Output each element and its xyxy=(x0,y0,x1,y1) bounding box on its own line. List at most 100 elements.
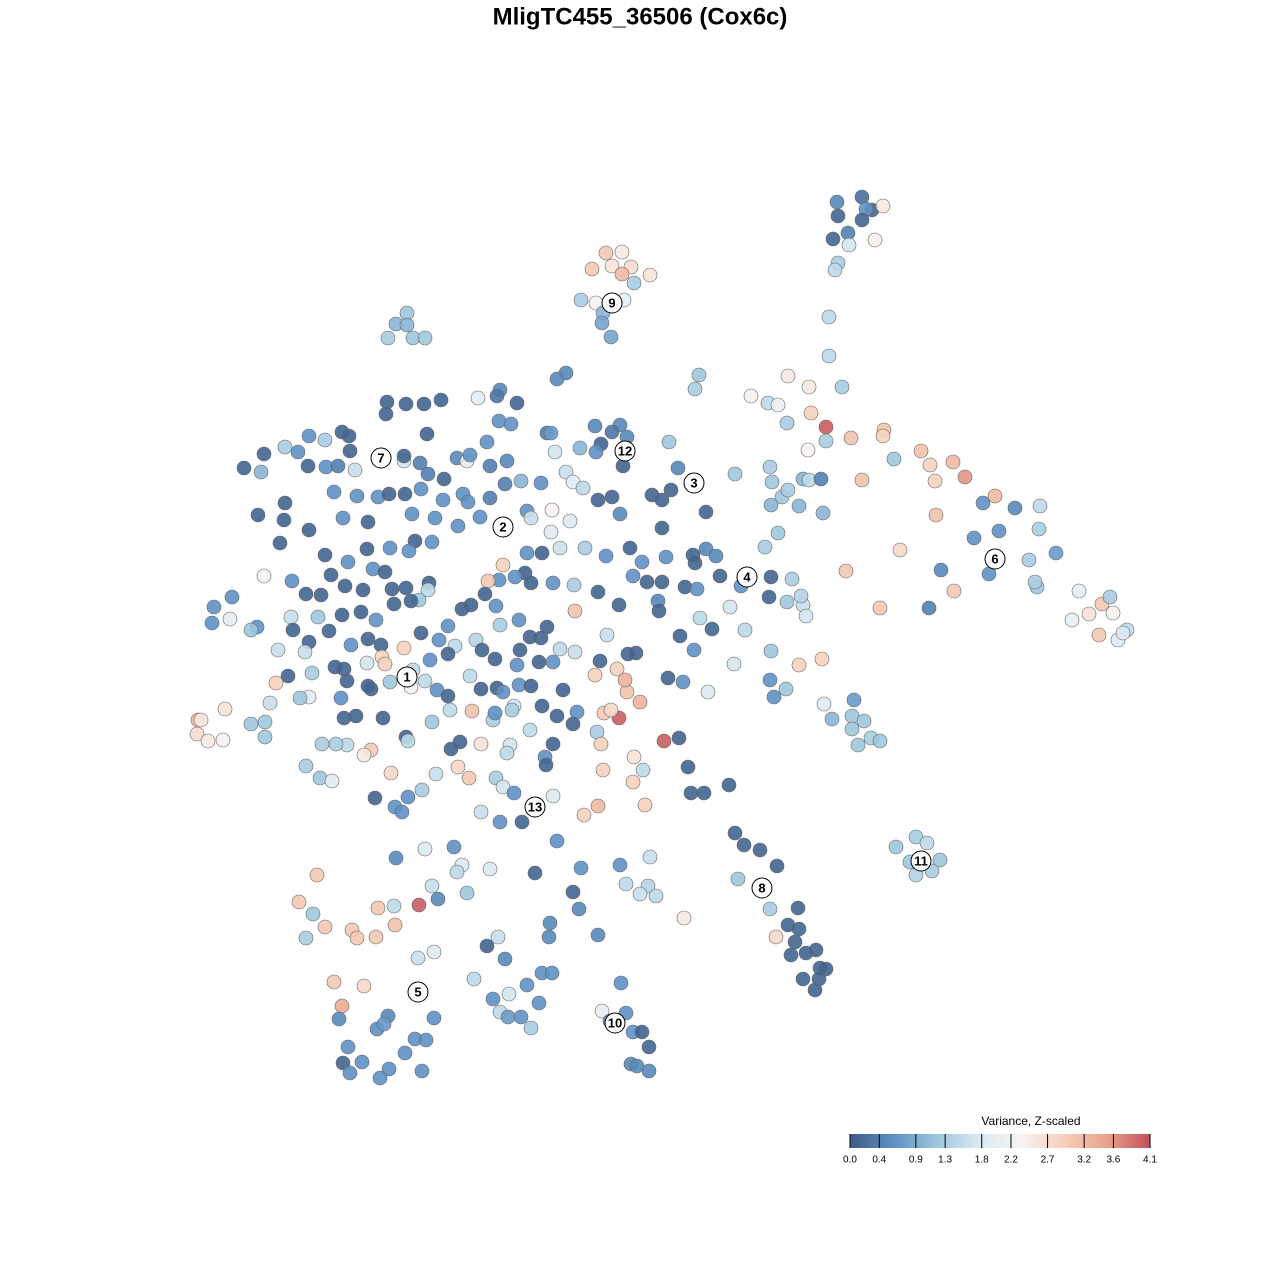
point xyxy=(534,698,550,714)
point xyxy=(497,951,513,967)
point xyxy=(609,661,625,677)
point xyxy=(331,1011,347,1027)
point xyxy=(872,733,888,749)
point xyxy=(641,1063,657,1079)
point xyxy=(473,804,489,820)
point xyxy=(534,545,550,561)
point xyxy=(1031,521,1047,537)
point xyxy=(414,1063,430,1079)
point xyxy=(284,573,300,589)
point xyxy=(808,942,824,958)
point xyxy=(604,258,620,274)
point xyxy=(419,426,435,442)
point xyxy=(354,1054,370,1070)
point xyxy=(676,910,692,926)
point xyxy=(459,885,475,901)
point xyxy=(449,864,465,880)
colorbar-tick-label: 1.3 xyxy=(938,1155,952,1166)
point xyxy=(1091,627,1107,643)
point xyxy=(558,464,574,480)
point xyxy=(642,267,658,283)
point xyxy=(531,654,547,670)
point xyxy=(945,454,961,470)
point xyxy=(818,419,834,435)
point xyxy=(356,747,372,763)
point xyxy=(193,712,209,728)
point xyxy=(473,681,489,697)
point xyxy=(499,453,515,469)
point xyxy=(539,619,555,635)
point xyxy=(417,330,433,346)
point xyxy=(854,472,870,488)
point xyxy=(829,194,845,210)
point xyxy=(708,548,724,564)
point xyxy=(442,702,458,718)
point xyxy=(519,545,535,561)
cluster-label-text: 13 xyxy=(528,799,542,814)
point xyxy=(617,672,633,688)
point xyxy=(892,542,908,558)
point xyxy=(813,471,829,487)
point xyxy=(599,627,615,643)
point xyxy=(340,554,356,570)
point xyxy=(838,563,854,579)
point xyxy=(339,673,355,689)
point xyxy=(440,646,456,662)
point xyxy=(330,458,346,474)
point xyxy=(507,569,523,585)
point xyxy=(417,673,433,689)
point xyxy=(292,690,308,706)
point xyxy=(310,609,326,625)
point xyxy=(588,444,604,460)
point xyxy=(336,661,352,677)
point xyxy=(356,978,372,994)
cluster-badge xyxy=(683,472,705,494)
point xyxy=(966,530,982,546)
point xyxy=(378,406,394,422)
colorbar-tick-label: 3.6 xyxy=(1106,1155,1120,1166)
point xyxy=(372,1070,388,1086)
colorbar-tick-label: 2.2 xyxy=(1004,1155,1018,1166)
point xyxy=(543,425,559,441)
point xyxy=(815,505,831,521)
point xyxy=(763,643,779,659)
point xyxy=(403,593,419,609)
point xyxy=(598,245,614,261)
point xyxy=(730,871,746,887)
point xyxy=(321,623,337,639)
point xyxy=(313,587,329,603)
point xyxy=(397,486,413,502)
point xyxy=(256,446,272,462)
point xyxy=(567,644,583,660)
point xyxy=(384,581,400,597)
point xyxy=(692,610,708,626)
point xyxy=(473,736,489,752)
point xyxy=(872,600,888,616)
cluster-label: 5 xyxy=(407,981,429,1003)
point xyxy=(519,977,535,993)
point xyxy=(752,842,768,858)
point xyxy=(927,473,943,489)
point xyxy=(317,919,333,935)
point xyxy=(769,858,785,874)
point xyxy=(328,736,344,752)
point xyxy=(801,379,817,395)
point xyxy=(489,388,505,404)
point xyxy=(533,475,549,491)
point xyxy=(413,481,429,497)
point xyxy=(1105,605,1121,621)
point xyxy=(544,502,560,518)
point xyxy=(672,628,688,644)
point xyxy=(791,921,807,937)
point xyxy=(545,736,561,752)
point xyxy=(342,1065,358,1081)
point xyxy=(511,612,527,628)
point xyxy=(632,694,648,710)
point xyxy=(761,589,777,605)
point xyxy=(987,488,1003,504)
point xyxy=(492,814,508,830)
point xyxy=(867,232,883,248)
point xyxy=(291,894,307,910)
point xyxy=(545,654,561,670)
cluster-label-text: 11 xyxy=(914,853,928,868)
